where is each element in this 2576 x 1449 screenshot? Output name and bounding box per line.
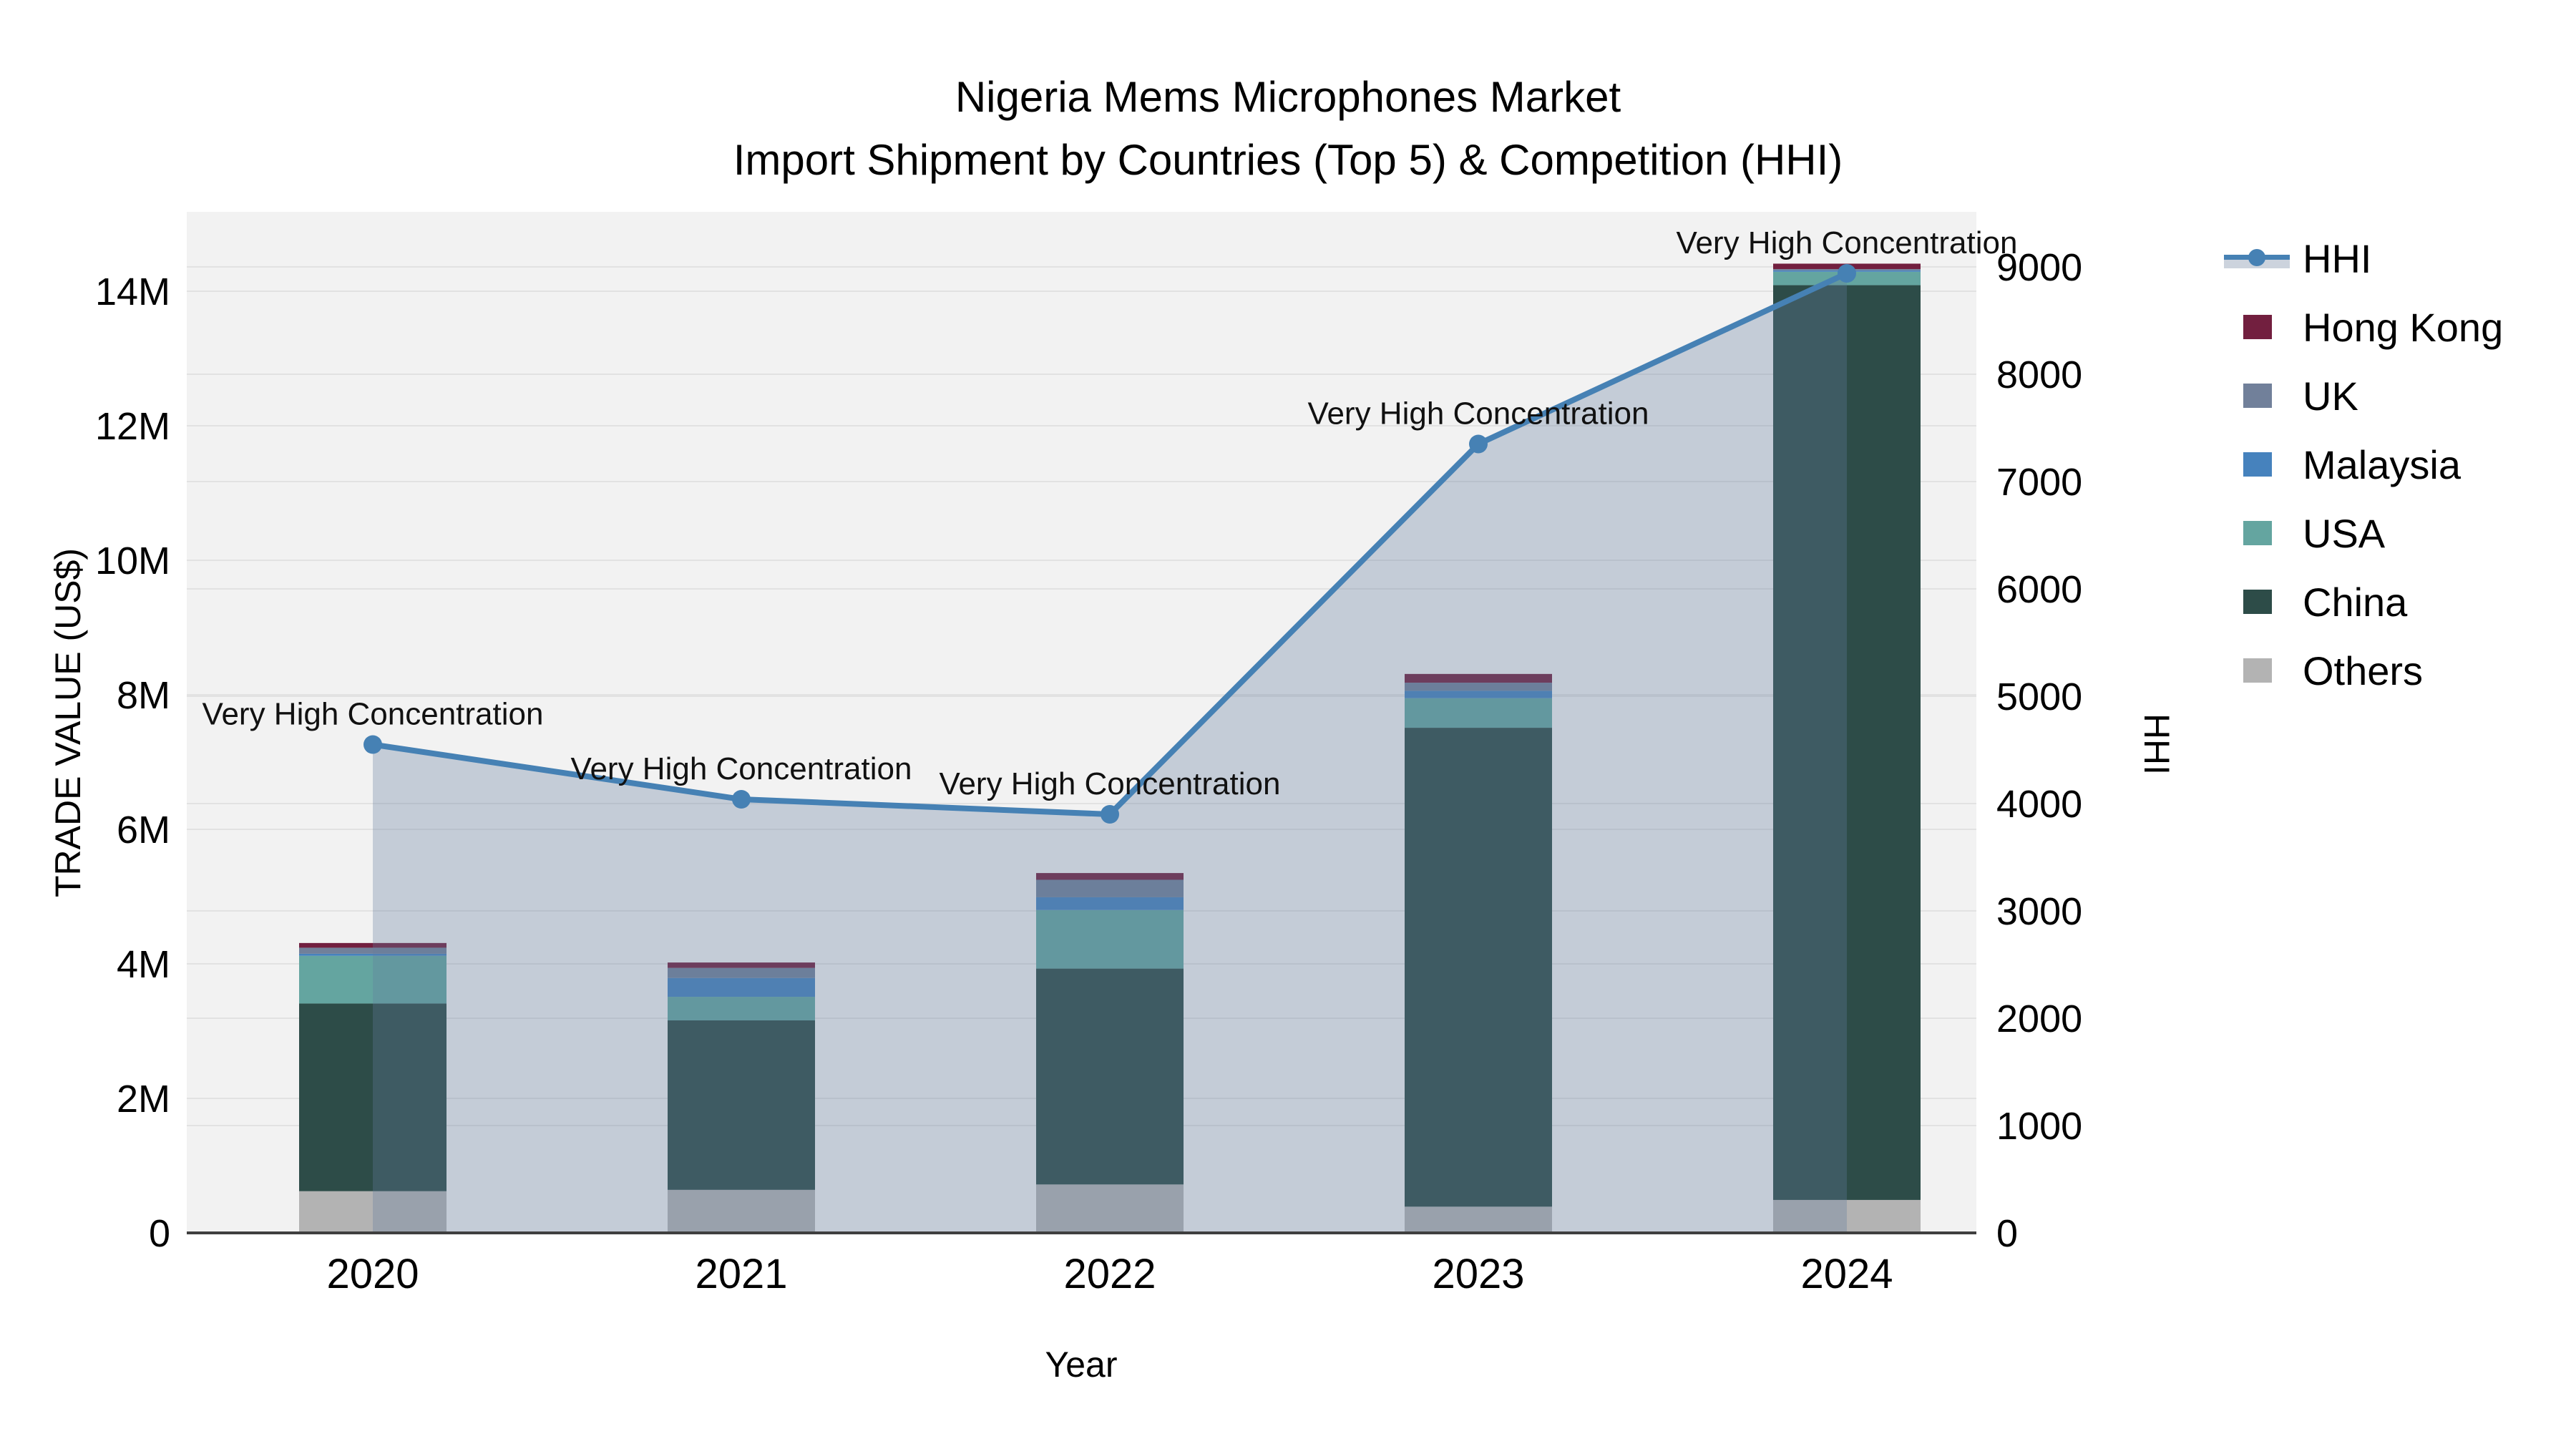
legend-item-usa[interactable]: USA (2224, 510, 2503, 556)
x-tick-label: 2021 (695, 1251, 787, 1297)
hhi-marker-2021[interactable] (732, 790, 751, 809)
hhi-area (373, 273, 1847, 1233)
china-swatch (2243, 590, 2272, 614)
hhi-marker-2022[interactable] (1101, 805, 1119, 824)
legend-item-others[interactable]: Others (2224, 648, 2503, 693)
legend-item-hong-kong[interactable]: Hong Kong (2224, 304, 2504, 350)
bar-segment-hong-kong-2023[interactable] (1405, 673, 1552, 683)
hhi-line-swatch (2224, 244, 2290, 273)
legend-label-uk: UK (2303, 373, 2358, 419)
bar-segment-hong-kong-2020[interactable] (299, 942, 447, 948)
legend-label-usa: USA (2303, 510, 2386, 556)
bar-segment-malaysia-2021[interactable] (668, 977, 815, 997)
bar-segment-uk-2021[interactable] (668, 967, 815, 978)
y-right-tick-label: 3000 (1996, 890, 2082, 933)
annotation: Very High Concentration (571, 751, 912, 786)
malaysia-swatch (2243, 452, 2272, 477)
y-axis-title-left: TRADE VALUE (US$) (48, 547, 88, 898)
y-right-tick-label: 8000 (1996, 353, 2082, 396)
x-axis-title: Year (1045, 1345, 1118, 1385)
x-tick-label: 2020 (326, 1251, 419, 1297)
y-right-tick-label: 5000 (1996, 675, 2082, 718)
legend-label-others: Others (2303, 648, 2424, 693)
bar-segment-china-2024[interactable] (1773, 285, 1921, 1200)
y-left-tick-label: 4M (117, 943, 170, 986)
x-tick-label: 2024 (1800, 1251, 1893, 1297)
bar-segment-others-2024[interactable] (1773, 1199, 1921, 1233)
annotation: Very High Concentration (1677, 225, 2018, 260)
x-tick-label: 2022 (1063, 1251, 1156, 1297)
legend-label-hhi: HHI (2303, 235, 2372, 281)
x-tick-label: 2023 (1432, 1251, 1524, 1297)
y-axis-title-right: HHI (2137, 713, 2177, 776)
bar-segment-usa-2023[interactable] (1405, 698, 1552, 728)
chart-title-line1: Nigeria Mems Microphones Market (955, 73, 1621, 121)
bar-segment-malaysia-2022[interactable] (1036, 897, 1184, 910)
bar-segment-uk-2022[interactable] (1036, 879, 1184, 897)
annotation: Very High Concentration (940, 766, 1281, 801)
legend-item-china[interactable]: China (2224, 579, 2503, 625)
hhi-marker-2020[interactable] (364, 735, 382, 754)
y-left-tick-label: 2M (117, 1078, 170, 1121)
y-right-tick-label: 7000 (1996, 461, 2082, 504)
legend-label-hong-kong: Hong Kong (2303, 304, 2504, 350)
hhi-marker-2024[interactable] (1838, 264, 1856, 283)
bar-segment-usa-2022[interactable] (1036, 909, 1184, 969)
usa-swatch (2243, 521, 2272, 545)
y-right-tick-label: 0 (1996, 1212, 2018, 1255)
y-left-tick-label: 12M (95, 405, 170, 448)
y-right-tick-label: 4000 (1996, 783, 2082, 826)
hhi-marker-2023[interactable] (1469, 434, 1488, 454)
bar-segment-others-2023[interactable] (1405, 1206, 1552, 1233)
chart-title: Nigeria Mems Microphones Market Import S… (0, 66, 2576, 192)
bar-segment-china-2020[interactable] (299, 1003, 447, 1191)
chart-title-line2: Import Shipment by Countries (Top 5) & C… (733, 136, 1843, 184)
y-right-tick-label: 6000 (1996, 568, 2082, 611)
others-swatch (2243, 658, 2272, 683)
legend-item-uk[interactable]: UK (2224, 373, 2503, 419)
legend-label-china: China (2303, 579, 2408, 625)
bar-segment-usa-2020[interactable] (299, 955, 447, 1004)
bar-segment-china-2021[interactable] (668, 1020, 815, 1190)
y-right-tick-label: 2000 (1996, 997, 2082, 1040)
bar-segment-hong-kong-2021[interactable] (668, 962, 815, 968)
y-left-tick-label: 10M (95, 540, 170, 582)
legend: HHI Hong Kong UK Malaysia USA China Others (2224, 236, 2503, 693)
uk-swatch (2243, 384, 2272, 408)
bar-segment-uk-2023[interactable] (1405, 683, 1552, 691)
bar-segment-others-2022[interactable] (1036, 1184, 1184, 1233)
y-right-tick-label: 1000 (1996, 1105, 2082, 1148)
bar-segment-malaysia-2020[interactable] (299, 953, 447, 956)
y-right-tick-label: 9000 (1996, 246, 2082, 289)
annotation: Very High Concentration (1308, 396, 1649, 431)
bar-segment-hong-kong-2022[interactable] (1036, 873, 1184, 880)
legend-item-hhi[interactable]: HHI (2224, 235, 2503, 281)
y-left-tick-label: 14M (95, 270, 170, 313)
bar-segment-others-2020[interactable] (299, 1191, 447, 1233)
bar-segment-china-2023[interactable] (1405, 728, 1552, 1207)
bar-segment-china-2022[interactable] (1036, 968, 1184, 1185)
annotation: Very High Concentration (203, 697, 544, 732)
bar-segment-usa-2021[interactable] (668, 997, 815, 1020)
bar-segment-uk-2020[interactable] (299, 947, 447, 954)
legend-item-malaysia[interactable]: Malaysia (2224, 442, 2503, 487)
hong-kong-swatch (2243, 315, 2272, 339)
bar-segment-others-2021[interactable] (668, 1189, 815, 1233)
legend-label-malaysia: Malaysia (2303, 441, 2461, 487)
bar-segment-malaysia-2023[interactable] (1405, 691, 1552, 698)
y-left-tick-label: 6M (117, 809, 170, 852)
y-left-tick-label: 8M (117, 674, 170, 717)
y-left-tick-label: 0 (149, 1212, 170, 1255)
